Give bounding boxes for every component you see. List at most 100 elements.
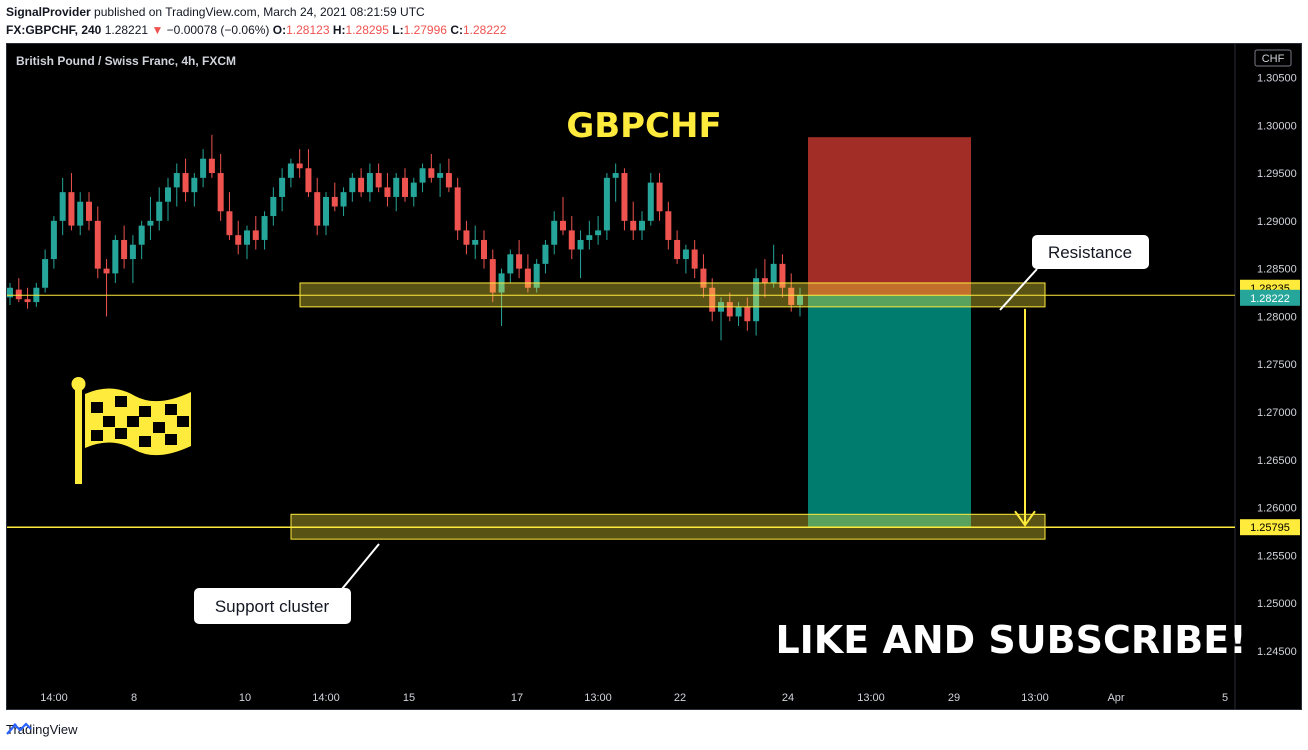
- arrow-head-icon: [1014, 510, 1036, 527]
- candle-body: [287, 163, 294, 178]
- candle-body: [244, 230, 250, 245]
- chart-area[interactable]: 1.30500 1.30000 1.29500 1.29000 1.28500 1.280…: [6, 43, 1302, 710]
- current-price-label: 1.28222: [1250, 293, 1290, 305]
- high-label: H:: [332, 23, 346, 37]
- candle-body: [112, 239, 119, 274]
- candle-body: [612, 173, 619, 178]
- target-price-label: 1.25795: [1250, 522, 1290, 534]
- candle-body: [358, 177, 365, 193]
- take-profit-zone[interactable]: [808, 295, 971, 528]
- x-tick-label: 8: [131, 692, 137, 704]
- publish-info: SignalProvider published on TradingView.…: [6, 5, 425, 19]
- support-callout[interactable]: [194, 588, 351, 624]
- candle-body: [568, 230, 575, 250]
- candle-body: [331, 196, 338, 207]
- y-tick-label: 1.28000: [1257, 311, 1297, 323]
- close-value: 1.28222: [462, 23, 507, 37]
- y-tick-label: 1.28500: [1257, 264, 1297, 276]
- candle-body: [753, 278, 760, 322]
- candle-body: [489, 259, 496, 293]
- candle-body: [77, 201, 84, 226]
- candle-body: [94, 220, 101, 269]
- candle-body: [156, 201, 163, 221]
- close-label: C:: [450, 23, 463, 37]
- down-arrow-icon: ▼: [151, 23, 164, 37]
- candle-body: [393, 177, 400, 197]
- candle-body: [647, 182, 654, 221]
- support-callout-label: Support cluster: [215, 597, 330, 616]
- author-name[interactable]: SignalProvider: [6, 5, 91, 19]
- candle-body: [560, 220, 566, 231]
- candle-body: [270, 196, 277, 217]
- change-value: −0.00078 (−0.06%): [166, 23, 270, 37]
- candle-body: [639, 220, 645, 231]
- candle-body: [296, 163, 303, 169]
- candle-body: [68, 192, 75, 226]
- candle-body: [15, 289, 22, 300]
- candle-body: [726, 302, 733, 317]
- candle-body: [507, 254, 514, 274]
- candle-body: [524, 268, 531, 288]
- like-subscribe-text: LIKE AND SUBSCRIBE!: [775, 618, 1246, 662]
- candle-body: [770, 263, 777, 283]
- candle-body: [366, 173, 373, 193]
- candle-body: [577, 239, 584, 250]
- y-tick-label: 1.27500: [1257, 359, 1297, 371]
- candle-body: [165, 187, 171, 202]
- y-tick-label: 1.25000: [1257, 598, 1297, 610]
- x-tick-label: 14:00: [40, 692, 68, 704]
- y-tick-label: 1.30500: [1257, 72, 1297, 84]
- stop-loss-zone[interactable]: [808, 137, 971, 296]
- candle-body: [375, 173, 382, 188]
- published-text: published on TradingView.com, March 24, …: [94, 5, 425, 19]
- x-tick-label: 5: [1222, 692, 1228, 704]
- candle-body: [665, 211, 672, 240]
- candle-body: [191, 177, 198, 193]
- x-tick-label: 15: [403, 692, 415, 704]
- candle-body: [463, 230, 470, 245]
- candle-body: [542, 244, 549, 264]
- x-tick-label: 13:00: [857, 692, 885, 704]
- currency-badge-label: CHF: [1262, 53, 1285, 65]
- tradingview-logo-icon: [6, 722, 32, 735]
- low-label: L:: [392, 23, 404, 37]
- last-price: 1.28221: [104, 23, 149, 37]
- candle-body: [314, 192, 321, 226]
- candle-body: [121, 239, 128, 260]
- x-tick-label: 13:00: [1021, 692, 1049, 704]
- candle-body: [59, 192, 66, 221]
- current-price-label-bg: [1240, 289, 1300, 306]
- candle-body: [349, 177, 356, 193]
- candle-body: [279, 177, 286, 197]
- support-callout-pointer: [341, 543, 380, 590]
- y-tick-label: 1.27000: [1257, 407, 1297, 419]
- currency-badge[interactable]: [1254, 49, 1292, 67]
- x-tick-label: Apr: [1107, 692, 1124, 704]
- candle-body: [182, 173, 189, 193]
- y-tick-label: 1.26500: [1257, 455, 1297, 467]
- checkered-flag-icon: [71, 377, 191, 484]
- y-tick-label: 1.24500: [1257, 646, 1297, 658]
- candle-body: [700, 268, 707, 288]
- candle-body: [86, 201, 92, 221]
- candle-body: [472, 239, 479, 245]
- candle-body: [709, 287, 716, 312]
- candle-body: [42, 259, 49, 288]
- target-price-label-bg: [1240, 519, 1300, 536]
- candle-body: [173, 173, 180, 188]
- candle-body: [305, 168, 312, 193]
- resistance-callout-pointer: [999, 268, 1038, 311]
- candle-body: [779, 263, 786, 288]
- candle-body: [691, 249, 698, 269]
- candle-body: [50, 220, 57, 260]
- candle-body: [656, 182, 663, 212]
- candle-body: [788, 287, 795, 305]
- candle-body: [103, 268, 110, 274]
- candle-body: [235, 235, 242, 245]
- candle-body: [445, 173, 452, 188]
- price-chart[interactable]: 1.30500 1.30000 1.29500 1.29000 1.28500 1.280…: [7, 44, 1301, 709]
- resistance-callout[interactable]: [1032, 235, 1149, 269]
- candle-body: [323, 196, 329, 226]
- candle-body: [419, 168, 426, 183]
- x-tick-label: 14:00: [312, 692, 340, 704]
